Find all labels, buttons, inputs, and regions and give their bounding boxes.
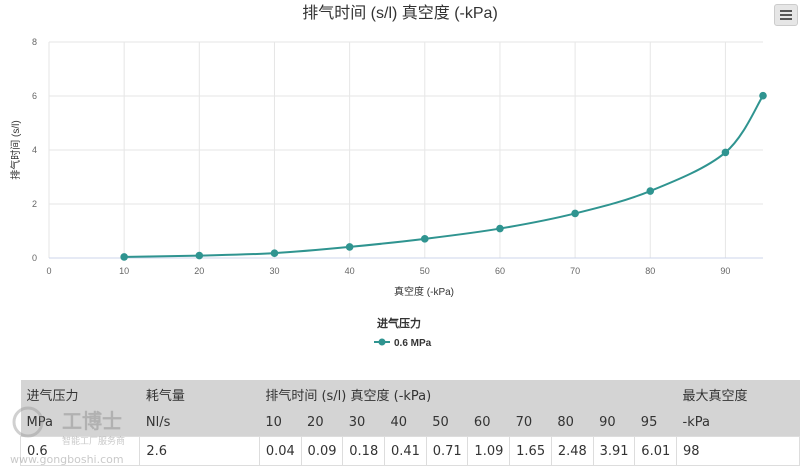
x-tick-label: 80 bbox=[645, 266, 655, 276]
header-cell: MPa bbox=[20, 408, 140, 437]
spec-table-container: 进气压力 耗气量 排气时间 (s/l) 真空度 (-kPa) 最大真空度 MPa… bbox=[19, 380, 800, 466]
table-cell: 2.48 bbox=[550, 436, 594, 466]
data-point[interactable] bbox=[646, 187, 655, 195]
hamburger-menu-icon bbox=[780, 18, 792, 20]
x-tick-label: 60 bbox=[495, 266, 505, 276]
header-cell: 最大真空度 bbox=[676, 380, 800, 408]
table-row: 0.6 2.6 0.04 0.09 0.18 0.41 0.71 1.09 1.… bbox=[19, 436, 800, 466]
x-tick-label: 90 bbox=[720, 266, 730, 276]
line-chart: 排气时间 (s/l) 真空度 (-kPa) 0 10 20 30 40 50 60 70 80 9… bbox=[9, 4, 767, 349]
table-cell: 0.6 bbox=[19, 436, 141, 466]
x-tick-label: 10 bbox=[119, 266, 129, 276]
header-cell: 50 bbox=[426, 408, 468, 437]
y-tick-label: 6 bbox=[32, 91, 37, 101]
data-point[interactable] bbox=[721, 148, 730, 157]
hamburger-menu-icon bbox=[780, 10, 792, 12]
data-point[interactable] bbox=[759, 91, 767, 100]
x-tick-label: 20 bbox=[194, 266, 204, 276]
header-cell: 30 bbox=[342, 408, 385, 437]
data-point[interactable] bbox=[571, 209, 579, 218]
table-cell: 0.18 bbox=[342, 436, 385, 466]
header-cell: 70 bbox=[509, 408, 552, 437]
header-cell: 90 bbox=[593, 408, 635, 437]
y-tick-label: 4 bbox=[32, 145, 37, 155]
data-point[interactable] bbox=[496, 224, 504, 233]
x-tick-label: 50 bbox=[420, 266, 430, 276]
y-tick-label: 2 bbox=[32, 199, 37, 209]
chart-area: 排气时间 (s/l) 真空度 (-kPa) 0 10 20 30 40 50 60 70 80 9… bbox=[9, 4, 798, 349]
x-tick-label: 70 bbox=[570, 266, 580, 276]
header-cell: Nl/s bbox=[139, 408, 260, 437]
table-header-row-2: MPa Nl/s 10 20 30 40 50 60 70 80 90 95 -… bbox=[20, 408, 800, 437]
header-cell: 耗气量 bbox=[139, 380, 260, 408]
data-point[interactable] bbox=[420, 235, 429, 243]
table-cell: 6.01 bbox=[634, 436, 678, 466]
spec-table: 进气压力 耗气量 排气时间 (s/l) 真空度 (-kPa) 最大真空度 MPa… bbox=[19, 380, 800, 466]
header-cell: 20 bbox=[301, 408, 343, 437]
y-axis-label: 排气时间 (s/l) bbox=[9, 120, 22, 179]
header-cell: 60 bbox=[467, 408, 510, 437]
table-cell: 0.09 bbox=[300, 436, 344, 466]
y-tick-label: 8 bbox=[32, 37, 37, 47]
data-point[interactable] bbox=[270, 249, 279, 257]
table-header-row-1: 进气压力 耗气量 排气时间 (s/l) 真空度 (-kPa) 最大真空度 bbox=[20, 380, 800, 408]
header-cell: 进气压力 bbox=[20, 380, 140, 408]
header-cell: -kPa bbox=[676, 408, 800, 437]
chart-title: 排气时间 (s/l) 真空度 (-kPa) bbox=[302, 4, 498, 22]
x-tick-label: 0 bbox=[46, 266, 51, 276]
header-cell: 95 bbox=[634, 408, 677, 437]
table-cell: 1.65 bbox=[509, 436, 552, 466]
legend-title: 进气压力 bbox=[377, 316, 421, 330]
y-tick-label: 0 bbox=[32, 253, 37, 263]
chart-menu-button[interactable] bbox=[774, 4, 798, 26]
legend-marker bbox=[378, 338, 386, 346]
series-line bbox=[124, 95, 764, 258]
header-cell: 80 bbox=[551, 408, 594, 437]
table-cell: 2.6 bbox=[139, 436, 260, 466]
table-cell: 0.04 bbox=[258, 436, 302, 466]
legend-item[interactable]: 0.6 MPa bbox=[374, 338, 432, 349]
data-point[interactable] bbox=[195, 251, 204, 260]
data-point[interactable] bbox=[345, 243, 354, 251]
table-cell: 3.91 bbox=[592, 436, 636, 466]
x-tick-label: 30 bbox=[269, 266, 279, 276]
series-layer bbox=[120, 91, 767, 261]
header-cell: 10 bbox=[259, 408, 302, 437]
legend-label: 0.6 MPa bbox=[394, 338, 432, 349]
header-cell: 40 bbox=[384, 408, 427, 437]
hamburger-menu-icon bbox=[780, 14, 792, 16]
axes: 0 10 20 30 40 50 60 70 80 90 0 2 4 6 8 bbox=[32, 37, 763, 276]
x-axis-label: 真空度 (-kPa) bbox=[394, 285, 454, 298]
table-cell: 0.41 bbox=[383, 436, 427, 466]
data-point[interactable] bbox=[120, 253, 128, 261]
table-cell: 98 bbox=[676, 436, 800, 466]
x-tick-label: 40 bbox=[345, 266, 355, 276]
table-cell: 0.71 bbox=[425, 436, 469, 466]
header-cell: 排气时间 (s/l) 真空度 (-kPa) bbox=[259, 380, 677, 408]
table-cell: 1.09 bbox=[467, 436, 511, 466]
grid-lines bbox=[48, 41, 763, 259]
